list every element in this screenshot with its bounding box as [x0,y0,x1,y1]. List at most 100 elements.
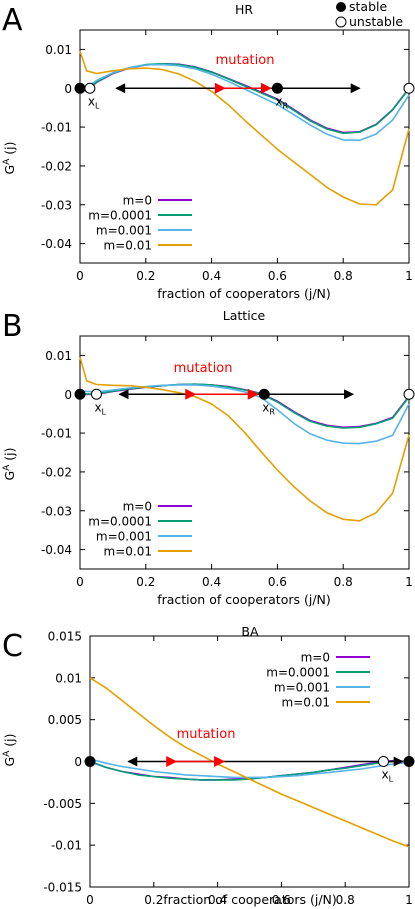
legend-label: m=0.001 [96,224,152,238]
panel-c: C BA fraction of cooperators (j/N) GA (j… [2,624,415,907]
x-tick-label: 0.2 [144,893,163,907]
plot-area: 0.015 0.01 0.005 0 -0.005 -0.01 -0.015 0 0.2 0.4 0… [43,630,415,907]
x-axis-label: fraction of cooperators (j/N) [163,892,337,907]
x-tick-label: 1 [405,269,413,283]
y-axis-label: GA (j) [2,141,17,174]
y-tick-label: -0.01 [51,839,82,853]
x-tick-label: 0.6 [268,575,287,589]
mutation-label: mutation [216,53,275,68]
series-line-4 [89,677,410,848]
series-line-3 [89,758,410,779]
stable-key-label: stable [349,0,387,14]
y-tick-label: 0 [74,755,82,769]
legend-label: m=0.0001 [88,515,152,529]
stable-point [84,756,96,767]
y-tick-label: -0.02 [41,159,72,173]
y-tick-label: -0.04 [41,237,72,251]
fixed-point-subscript: R [269,407,275,416]
y-tick-label: -0.01 [41,427,72,441]
chart-title: HR [235,2,253,17]
y-label-g: G [2,165,17,175]
series-line-2 [80,383,410,429]
panel-letter: C [2,629,23,664]
unstable-point [377,756,389,767]
x-tick-label: 0.4 [202,269,221,283]
y-tick-label: -0.015 [43,881,82,895]
x-tick-label: 0.4 [202,575,221,589]
y-label-sup: A [2,158,12,165]
unstable-key-label: unstable [349,14,403,29]
y-label-g: G [2,757,17,767]
x-tick-label: 0 [76,575,84,589]
y-tick-label: -0.04 [41,543,72,557]
y-label-g: G [2,471,17,481]
y-label-sup: A [2,464,12,471]
mutation-label: mutation [177,727,236,742]
legend-label: m=0.01 [282,696,330,710]
fixed-point-label: xL [94,400,106,416]
y-tick-label: 0.01 [45,43,72,57]
stable-point [271,82,283,94]
panel-a: A HR fraction of cooperators (j/N) GA (j… [2,2,415,301]
x-tick-label: 0.8 [334,575,353,589]
mutation-label: mutation [174,361,233,376]
fixed-point-subscript: L [389,775,394,784]
x-axis-label: fraction of cooperators (j/N) [157,286,331,301]
y-axis-label: GA (j) [2,733,17,766]
stable-key-dot [336,2,346,12]
y-tick-label: 0.015 [48,630,82,644]
y-tick-label: -0.02 [41,465,72,479]
plot-frame [79,335,410,570]
legend-label: m=0.01 [104,239,152,253]
stable-point [74,82,86,94]
y-tick-label: 0.01 [55,671,82,685]
stability-key: stable unstable [335,0,403,29]
unstable-point [90,388,102,400]
fixed-point-subscript: L [95,101,100,110]
x-tick-label: 0.8 [334,269,353,283]
chart-title: BA [241,624,259,639]
x-tick-label: 0 [76,269,84,283]
fixed-point-label: xL [381,768,393,784]
y-label-j: (j) [2,447,17,464]
series-line-2 [79,62,410,135]
plot-area: 0.01 0 -0.01 -0.02 -0.03 -0.04 0 0.2 0.4 0.6 0.8 1 x… [41,29,415,283]
y-tick-label: 0.01 [45,349,72,363]
fixed-point-subscript: R [283,101,289,110]
y-tick-label: -0.03 [41,198,72,212]
legend-label: m=0.0001 [88,209,152,223]
plot-frame [79,29,410,264]
y-tick-label: -0.01 [41,121,72,135]
unstable-key-dot [335,16,347,28]
legend-label: m=0 [123,500,152,514]
x-tick-label: 0.2 [136,269,155,283]
unstable-point [403,388,415,400]
x-tick-label: 0.6 [272,893,291,907]
stable-point [74,388,86,400]
plot-area: 0.01 0 -0.01 -0.02 -0.03 -0.04 0 0.2 0.4 0.6 0.8 1 x… [41,335,415,589]
chart-title: Lattice [223,308,266,323]
x-tick-label: 0 [86,893,94,907]
y-label-j: (j) [2,733,17,750]
x-tick-label: 0.2 [136,575,155,589]
stable-point [258,388,270,400]
fixed-point-label: xL [88,94,100,110]
y-tick-label: -0.03 [41,504,72,518]
fixed-point-label: xR [275,94,288,110]
series-line-1 [79,62,410,134]
legend-label: m=0.001 [274,681,330,695]
legend-label: m=0.001 [96,530,152,544]
fixed-point-subscript: L [102,407,107,416]
panel-letter: B [2,309,23,344]
y-axis-label: GA (j) [2,447,17,480]
y-tick-label: -0.005 [43,797,82,811]
y-tick-label: 0 [64,388,72,402]
x-tick-label: 0.4 [208,893,227,907]
y-tick-label: 0.005 [48,713,82,727]
series-line-3 [79,63,410,142]
x-tick-label: 0.6 [268,269,287,283]
